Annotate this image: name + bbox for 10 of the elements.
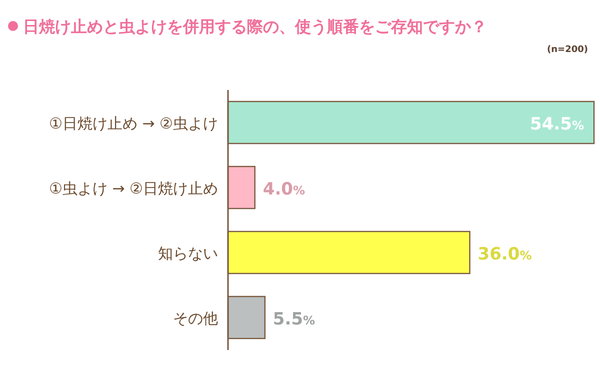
data-label: 4.0%	[262, 180, 306, 200]
chart-title: 日焼け止めと虫よけを併用する際の、使う順番をご存知ですか？	[23, 17, 487, 36]
y-tick-label: その他	[173, 310, 218, 328]
text: (n=200)	[547, 45, 588, 55]
y-tick-label: ①日焼け止め → ②虫よけ	[49, 114, 218, 132]
y-tick-label: ①虫よけ → ②日焼け止め	[49, 180, 218, 198]
data-label: 36.0%	[478, 244, 532, 264]
data-label: 5.5%	[272, 310, 316, 330]
y-tick-label: 知らない	[158, 244, 218, 262]
data-label: 54.5%	[530, 114, 584, 134]
